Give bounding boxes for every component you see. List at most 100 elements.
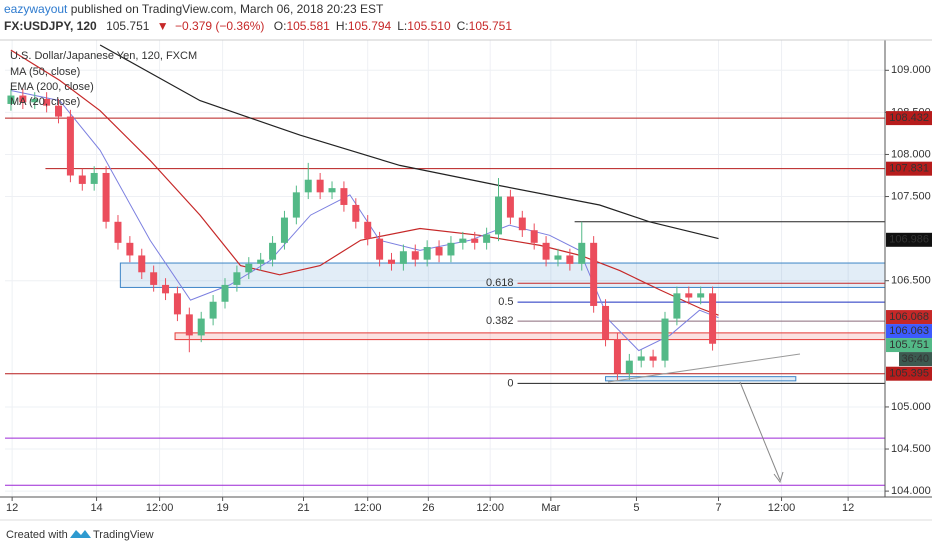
candle-body	[447, 242, 455, 256]
fib-label: 0	[507, 377, 513, 389]
candle-body	[114, 221, 122, 243]
candle-body	[566, 255, 574, 264]
candle-body	[376, 238, 384, 260]
candle-body	[697, 293, 705, 298]
author[interactable]: eazywayout	[4, 2, 68, 16]
last-price: 105.751	[106, 19, 150, 33]
price-badge	[886, 338, 932, 353]
x-tick-label: 14	[90, 502, 102, 514]
x-tick-label: 12:00	[354, 502, 382, 514]
candle-body	[506, 196, 514, 218]
candle-body	[126, 242, 134, 256]
candle-body	[245, 263, 253, 273]
trend-line	[607, 353, 801, 383]
candle-body	[233, 272, 241, 285]
candle-body	[399, 251, 407, 264]
x-tick-label: 12	[842, 502, 854, 514]
candle-body	[209, 301, 217, 319]
candle-body	[411, 251, 419, 260]
candle-body	[280, 217, 288, 243]
candle-body	[55, 105, 63, 117]
price-badge-label: 106.063	[889, 325, 929, 337]
candle-body	[328, 188, 336, 193]
candle-body	[66, 116, 74, 176]
candle-body	[471, 238, 479, 243]
ohlc-value: 105.794	[348, 19, 392, 33]
ohlc-value: 105.510	[407, 19, 451, 33]
fib-label: 0.618	[486, 277, 514, 289]
candle-body	[483, 234, 491, 243]
candle-body	[197, 318, 205, 336]
candle-body	[292, 192, 300, 218]
chart-title: U.S. Dollar/Japanese Yen, 120, FXCM	[10, 50, 197, 62]
symbol: FX:USDJPY, 120	[4, 19, 97, 33]
candle-body	[185, 314, 193, 336]
candle-body	[340, 188, 348, 205]
price-badge	[886, 324, 932, 339]
header-line-1: eazywayout published on TradingView.com,…	[4, 2, 384, 16]
candle-body	[31, 98, 39, 103]
brand-logo[interactable]	[70, 530, 91, 538]
price-badge	[886, 232, 932, 247]
x-tick-label: 26	[422, 502, 434, 514]
x-tick-label: 12:00	[768, 502, 796, 514]
price-badge-label: 105.751	[889, 339, 929, 351]
y-tick-label: 107.500	[891, 190, 931, 202]
y-tick-label: 104.500	[891, 443, 931, 455]
candle-body	[709, 293, 717, 344]
candle-body	[518, 217, 526, 231]
candle-body	[613, 339, 621, 374]
price-badge-label: 107.831	[889, 163, 929, 175]
ohlc-label: H:	[336, 19, 348, 33]
candle-body	[590, 242, 598, 306]
candle-body	[90, 172, 98, 184]
candle-body	[435, 247, 443, 256]
legend-entry: EMA (200, close)	[10, 81, 94, 93]
legend-entry: MA (20, close)	[10, 96, 80, 108]
brand[interactable]: TradingView	[93, 529, 154, 541]
price-badge	[886, 161, 932, 176]
fib-label: 0.5	[498, 296, 513, 308]
price-badge-label: 108.432	[889, 112, 929, 124]
price-badge	[899, 352, 932, 367]
candle-body	[78, 175, 86, 184]
candle-body	[221, 284, 229, 302]
y-tick-label: 104.000	[891, 485, 931, 497]
ohlc-value: 105.751	[469, 19, 513, 33]
change-arrow: ▼	[157, 19, 169, 33]
price-badge	[886, 111, 932, 126]
candle-body	[173, 293, 181, 315]
fib-label: 0.382	[486, 315, 514, 327]
zone	[174, 332, 886, 341]
candle-body	[649, 356, 657, 361]
candle-body	[685, 293, 693, 298]
price-badge-label: 105.395	[889, 368, 929, 380]
axes: 109.000108.500108.000107.500106.500105.0…	[6, 64, 932, 514]
candle-body	[150, 272, 158, 285]
candle-body	[43, 98, 51, 106]
x-tick-label: 12:00	[476, 502, 504, 514]
candle-body	[138, 255, 146, 273]
candle-body	[162, 284, 170, 294]
ma-line	[99, 44, 719, 240]
x-tick-label: 5	[633, 502, 639, 514]
candle-body	[673, 293, 681, 319]
candle-body	[661, 318, 669, 361]
plot: 0.618 0.5 0.382 0 U.S. Dollar/Japanese Yen, …	[5, 40, 886, 497]
published: published on TradingView.com, March 06, …	[71, 2, 384, 16]
candle-body	[352, 204, 360, 222]
y-tick-label: 106.500	[891, 275, 931, 287]
time-axis-bg	[0, 497, 932, 519]
ohlc-label: O:	[274, 19, 287, 33]
price-badge-label: 36:40	[901, 353, 929, 365]
y-tick-label: 105.000	[891, 401, 931, 413]
candle-body	[257, 259, 265, 264]
candle-body	[625, 360, 633, 374]
candle-body	[530, 230, 538, 243]
x-tick-label: 19	[216, 502, 228, 514]
price-badge-label: 106.986	[889, 234, 929, 246]
candle-body	[316, 179, 324, 193]
candle-body	[7, 95, 15, 104]
